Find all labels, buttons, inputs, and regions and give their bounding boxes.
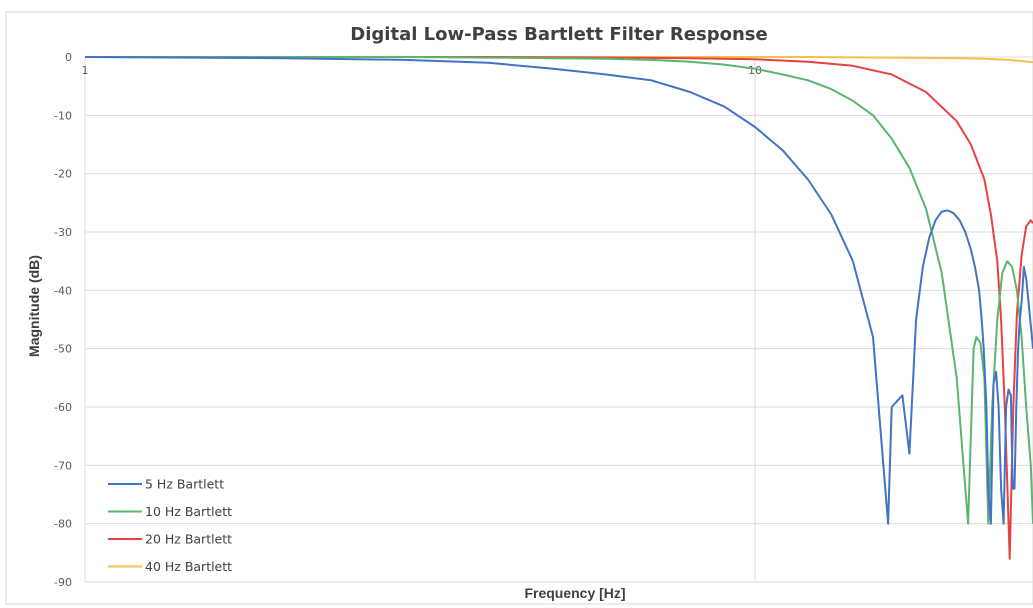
y-tick-label: -60 — [54, 401, 72, 414]
chart-border — [5, 11, 1033, 605]
legend: 5 Hz Bartlett 10 Hz Bartlett 20 Hz Bartlet… — [108, 477, 232, 574]
legend-label: 5 Hz Bartlett — [145, 477, 224, 492]
legend-label: 10 Hz Bartlett — [145, 504, 232, 519]
y-tick-label: -10 — [54, 109, 72, 122]
y-axis-label: Magnitude (dB) — [26, 255, 42, 357]
series-layer — [85, 56, 1033, 560]
y-tick-label: 0 — [65, 51, 72, 64]
chart-title: Digital Low-Pass Bartlett Filter Respons… — [350, 24, 767, 45]
legend-label: 40 Hz Bartlett — [145, 559, 232, 574]
y-tick-label: -50 — [54, 343, 72, 356]
y-tick-label: -30 — [54, 226, 72, 239]
x-tick-label: 1 — [82, 64, 89, 77]
y-tick-label: -80 — [54, 518, 72, 531]
tick-layer: 0-10-20-30-40-50-60-70-80-901 10 — [54, 51, 762, 589]
y-tick-label: -40 — [54, 284, 72, 297]
y-tick-label: -90 — [54, 576, 72, 589]
x-axis-label: Frequency [Hz] — [524, 585, 625, 601]
y-tick-label: -20 — [54, 168, 72, 181]
legend-label: 20 Hz Bartlett — [145, 532, 232, 547]
y-tick-label: -70 — [54, 459, 72, 472]
series-line-10-hz-bartlett — [85, 56, 1033, 525]
series-line-5-hz-bartlett — [85, 56, 1033, 525]
